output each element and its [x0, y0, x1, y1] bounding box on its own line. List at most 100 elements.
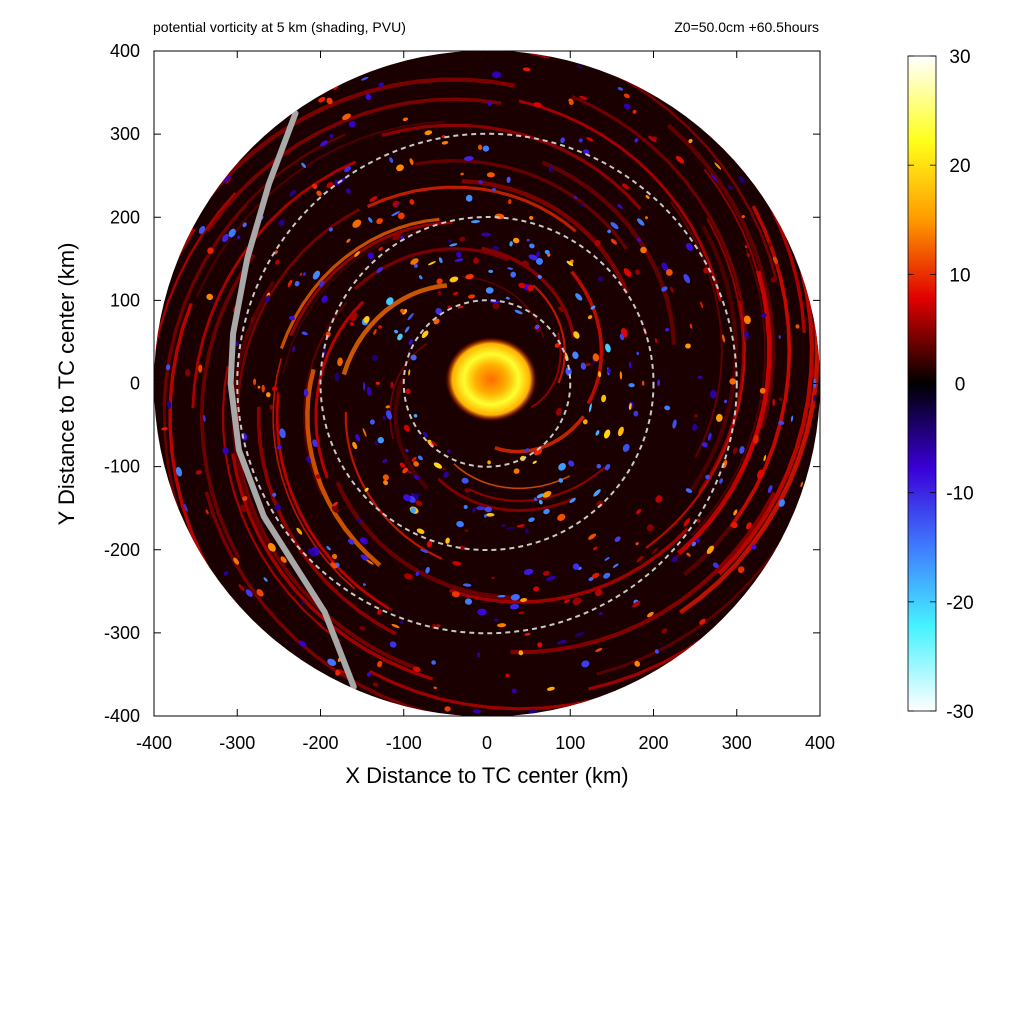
pv-anomaly-cell	[578, 138, 583, 143]
pv-anomaly-cell	[451, 591, 460, 598]
rainband-layer	[154, 50, 820, 717]
pv-anomaly-cell	[386, 297, 394, 306]
rainband-filament	[196, 120, 445, 298]
pv-anomaly-cell	[443, 471, 449, 478]
pv-anomaly-cell	[482, 145, 490, 152]
pv-anomaly-cell	[207, 247, 214, 254]
pv-anomaly-cell	[511, 688, 517, 694]
pv-anomaly-cell	[329, 133, 334, 139]
pv-anomaly-cell	[391, 211, 400, 217]
pv-anomaly-cell	[402, 117, 409, 122]
pv-anomaly-cell	[617, 204, 623, 209]
pv-anomaly-cell	[413, 461, 419, 467]
pv-anomaly-cell	[542, 570, 550, 576]
rainband-filament	[199, 253, 256, 560]
rainband-filament	[366, 185, 577, 233]
rainband-filament	[461, 178, 630, 294]
pv-anomaly-cell	[640, 246, 647, 254]
pv-anomaly-cell	[565, 352, 569, 361]
pv-anomaly-cell	[506, 176, 511, 183]
pv-anomaly-cell	[441, 141, 449, 145]
rainband-filament	[344, 411, 443, 560]
pv-anomaly-cell	[563, 599, 571, 603]
pv-anomaly-cell	[462, 583, 472, 587]
pv-anomaly-cell	[518, 611, 525, 615]
y-tick-label: 200	[110, 207, 140, 227]
pv-anomaly-cell	[580, 362, 587, 370]
pv-anomaly-cell	[355, 434, 361, 442]
pv-anomaly-cell	[574, 632, 584, 637]
pv-anomaly-cell	[744, 245, 748, 249]
pv-anomaly-cell	[223, 571, 229, 576]
pv-anomaly-cell	[300, 600, 305, 605]
pv-anomaly-cell	[433, 318, 440, 325]
pv-anomaly-cell	[452, 561, 462, 566]
pv-anomaly-cell	[371, 354, 379, 362]
pv-anomaly-cell	[587, 315, 593, 320]
pv-anomaly-cell	[579, 95, 588, 100]
pv-anomaly-cell	[404, 424, 410, 432]
pv-anomaly-cell	[770, 276, 777, 283]
pv-anomaly-cell	[493, 618, 499, 622]
pv-anomaly-cell	[700, 301, 704, 309]
pv-anomaly-cell	[449, 243, 458, 247]
pv-anomaly-cell	[263, 577, 268, 582]
pv-anomaly-cell	[529, 215, 534, 220]
pv-anomaly-cell	[464, 488, 471, 493]
pv-anomaly-cell	[378, 247, 383, 251]
pv-anomaly-cell	[319, 280, 325, 288]
x-tick-label: 100	[555, 733, 585, 753]
pv-anomaly-cell	[686, 552, 691, 557]
pv-anomaly-cell	[410, 507, 417, 514]
pv-anomaly-cell	[362, 583, 366, 586]
pv-anomaly-cell	[342, 113, 351, 121]
pv-anomaly-cell	[506, 526, 516, 530]
y-tick-label: 400	[110, 41, 140, 61]
pv-anomaly-cell	[374, 441, 379, 446]
pv-anomaly-cell	[523, 568, 534, 575]
rainband-filament	[305, 368, 382, 567]
pv-anomaly-cell	[488, 269, 494, 274]
plot-subtitle: Z0=50.0cm +60.5hours	[674, 19, 819, 35]
tc-core	[445, 337, 537, 422]
pv-anomaly-cell	[524, 448, 530, 452]
pv-anomaly-cell	[778, 335, 781, 339]
pv-anomaly-cell	[235, 341, 239, 347]
pv-anomaly-cell	[382, 415, 386, 421]
pv-anomaly-cell	[391, 624, 400, 628]
pv-anomaly-cell	[476, 652, 481, 658]
pv-anomaly-cell	[242, 496, 248, 501]
pv-anomaly-cell	[240, 504, 247, 513]
pv-anomaly-cell	[653, 136, 658, 140]
y-tick-label: 100	[110, 290, 140, 310]
pv-anomaly-cell	[286, 151, 291, 155]
pv-anomaly-cell	[669, 286, 674, 293]
pv-anomaly-cell	[569, 497, 576, 503]
pv-anomaly-cell	[399, 620, 404, 625]
pv-anomaly-cell	[645, 195, 650, 199]
pv-anomaly-cell	[461, 477, 469, 484]
pv-anomaly-cell	[413, 413, 418, 418]
pv-anomaly-cell	[595, 648, 603, 652]
pv-anomaly-cell	[397, 212, 405, 220]
pv-anomaly-cell	[363, 315, 370, 324]
x-tick-label: -400	[136, 733, 172, 753]
pv-anomaly-cell	[364, 487, 369, 492]
pv-anomaly-cell	[610, 238, 617, 245]
pv-anomaly-cell	[376, 218, 383, 225]
pv-anomaly-cell	[768, 242, 772, 247]
pv-anomaly-cell	[689, 323, 693, 329]
pv-anomaly-cell	[568, 100, 574, 105]
pv-anomaly-cell	[478, 180, 483, 184]
pv-anomaly-cell	[492, 246, 500, 251]
pv-anomaly-cell	[744, 330, 750, 339]
y-axis-ticks: 400 300 200 100 0 -100 -200 -300 -400	[104, 41, 820, 726]
pv-anomaly-cell	[510, 594, 520, 601]
pv-anomaly-cell	[604, 463, 611, 471]
pv-anomaly-cell	[513, 468, 520, 474]
pv-anomaly-cell	[431, 660, 436, 665]
x-tick-label: -100	[386, 733, 422, 753]
pv-anomaly-cell	[464, 529, 469, 532]
pv-anomaly-cell	[301, 162, 307, 169]
pv-anomaly-cell	[261, 384, 265, 393]
